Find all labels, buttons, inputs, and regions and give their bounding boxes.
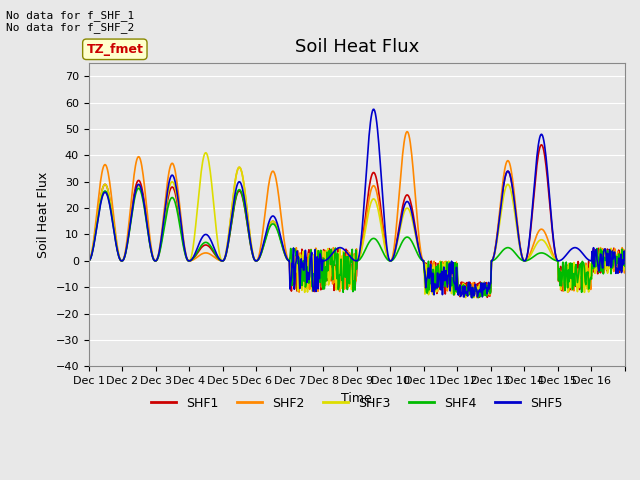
- SHF3: [148, 250, 156, 256]
- SHF4: [443, 260, 451, 266]
- SHF1: [293, 288, 301, 294]
- SHF3: [202, 150, 209, 156]
- SHF3: [621, 254, 629, 260]
- Legend: SHF1, SHF2, SHF3, SHF4, SHF5: SHF1, SHF2, SHF3, SHF4, SHF5: [146, 392, 568, 415]
- Line: SHF5: SHF5: [88, 109, 625, 298]
- SHF5: [413, 235, 420, 241]
- SHF2: [621, 270, 629, 276]
- SHF4: [273, 228, 281, 233]
- SHF4: [247, 243, 255, 249]
- Text: No data for f_SHF_1
No data for f_SHF_2: No data for f_SHF_1 No data for f_SHF_2: [6, 10, 134, 33]
- SHF1: [148, 249, 156, 255]
- SHF2: [293, 269, 301, 275]
- SHF2: [148, 247, 156, 252]
- SHF1: [84, 258, 92, 264]
- SHF3: [413, 238, 420, 243]
- Title: Soil Heat Flux: Soil Heat Flux: [294, 38, 419, 56]
- SHF5: [369, 107, 377, 112]
- SHF2: [473, 295, 481, 300]
- Line: SHF3: SHF3: [88, 153, 625, 298]
- SHF2: [246, 234, 254, 240]
- SHF1: [412, 228, 420, 234]
- SHF3: [443, 278, 451, 284]
- Y-axis label: Soil Heat Flux: Soil Heat Flux: [37, 171, 50, 258]
- Line: SHF4: SHF4: [88, 188, 625, 298]
- SHF2: [413, 208, 420, 214]
- SHF5: [246, 238, 254, 243]
- SHF3: [461, 295, 469, 300]
- SHF2: [443, 287, 451, 292]
- SHF2: [84, 258, 92, 264]
- SHF5: [148, 250, 156, 255]
- SHF3: [294, 288, 301, 294]
- Line: SHF2: SHF2: [88, 132, 625, 298]
- X-axis label: Time: Time: [341, 392, 372, 405]
- SHF4: [148, 253, 156, 259]
- SHF5: [621, 257, 629, 263]
- SHF4: [474, 295, 482, 300]
- Line: SHF1: SHF1: [88, 145, 625, 297]
- SHF5: [443, 277, 451, 283]
- SHF5: [84, 258, 92, 264]
- SHF5: [273, 219, 280, 225]
- Text: TZ_fmet: TZ_fmet: [86, 43, 143, 56]
- SHF5: [468, 295, 476, 300]
- SHF1: [621, 264, 629, 270]
- SHF4: [84, 258, 92, 264]
- SHF4: [413, 249, 420, 254]
- SHF2: [273, 180, 280, 186]
- SHF1: [273, 224, 280, 229]
- SHF3: [247, 239, 255, 245]
- SHF2: [403, 129, 411, 134]
- SHF1: [246, 240, 254, 246]
- SHF4: [621, 264, 629, 269]
- SHF1: [537, 142, 545, 148]
- SHF3: [273, 226, 281, 231]
- SHF5: [293, 248, 301, 254]
- SHF3: [84, 258, 92, 264]
- SHF4: [294, 261, 301, 266]
- SHF4: [134, 185, 142, 191]
- SHF1: [442, 261, 450, 266]
- SHF1: [483, 294, 491, 300]
